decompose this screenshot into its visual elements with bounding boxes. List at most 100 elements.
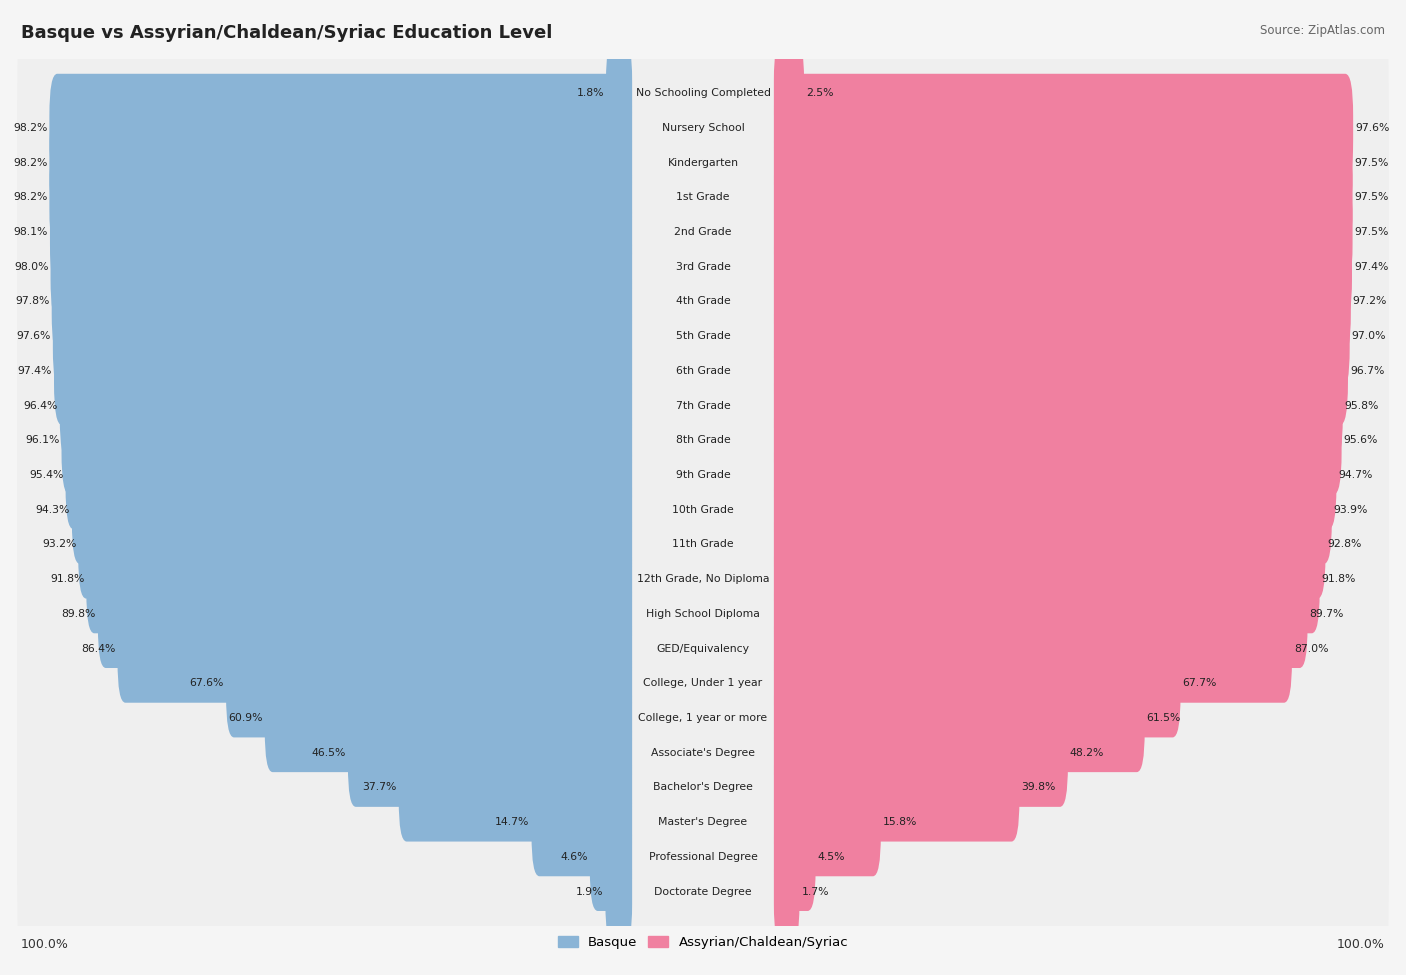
Text: 11th Grade: 11th Grade [672, 539, 734, 550]
Text: 1st Grade: 1st Grade [676, 192, 730, 203]
Text: 98.0%: 98.0% [14, 261, 49, 272]
FancyBboxPatch shape [347, 698, 633, 807]
FancyBboxPatch shape [17, 0, 1389, 194]
Text: 93.2%: 93.2% [42, 539, 76, 550]
FancyBboxPatch shape [17, 686, 1389, 888]
FancyBboxPatch shape [17, 513, 1389, 715]
FancyBboxPatch shape [62, 386, 633, 494]
Text: 4.5%: 4.5% [817, 852, 845, 862]
FancyBboxPatch shape [17, 270, 1389, 472]
FancyBboxPatch shape [773, 143, 1353, 252]
Text: 100.0%: 100.0% [21, 938, 69, 951]
Text: 48.2%: 48.2% [1070, 748, 1104, 758]
Text: 98.2%: 98.2% [13, 192, 48, 203]
Text: 94.3%: 94.3% [35, 505, 70, 515]
Text: College, 1 year or more: College, 1 year or more [638, 713, 768, 723]
FancyBboxPatch shape [53, 317, 633, 425]
FancyBboxPatch shape [17, 617, 1389, 819]
Text: No Schooling Completed: No Schooling Completed [636, 88, 770, 98]
FancyBboxPatch shape [72, 455, 633, 564]
Text: 95.8%: 95.8% [1344, 401, 1379, 410]
Text: 97.2%: 97.2% [1353, 296, 1388, 306]
FancyBboxPatch shape [773, 768, 880, 877]
FancyBboxPatch shape [773, 698, 1069, 807]
Text: 67.7%: 67.7% [1182, 679, 1216, 688]
Text: Professional Degree: Professional Degree [648, 852, 758, 862]
FancyBboxPatch shape [17, 304, 1389, 507]
Text: 67.6%: 67.6% [190, 679, 224, 688]
Text: College, Under 1 year: College, Under 1 year [644, 679, 762, 688]
Text: 7th Grade: 7th Grade [676, 401, 730, 410]
FancyBboxPatch shape [17, 166, 1389, 368]
FancyBboxPatch shape [17, 444, 1389, 645]
Text: 97.4%: 97.4% [1354, 261, 1388, 272]
Text: 4th Grade: 4th Grade [676, 296, 730, 306]
Text: Source: ZipAtlas.com: Source: ZipAtlas.com [1260, 24, 1385, 37]
FancyBboxPatch shape [773, 248, 1351, 356]
FancyBboxPatch shape [773, 317, 1348, 425]
FancyBboxPatch shape [531, 768, 633, 877]
Text: 100.0%: 100.0% [1337, 938, 1385, 951]
Text: 86.4%: 86.4% [82, 644, 115, 653]
FancyBboxPatch shape [79, 490, 633, 599]
Text: High School Diploma: High School Diploma [647, 608, 759, 619]
FancyBboxPatch shape [17, 131, 1389, 333]
FancyBboxPatch shape [53, 282, 633, 390]
Text: 95.4%: 95.4% [30, 470, 63, 480]
Text: 96.4%: 96.4% [24, 401, 58, 410]
Text: Kindergarten: Kindergarten [668, 158, 738, 168]
Text: 87.0%: 87.0% [1294, 644, 1329, 653]
FancyBboxPatch shape [591, 802, 633, 911]
FancyBboxPatch shape [98, 560, 633, 668]
FancyBboxPatch shape [399, 733, 633, 841]
FancyBboxPatch shape [773, 490, 1326, 599]
FancyBboxPatch shape [773, 351, 1343, 460]
Text: Doctorate Degree: Doctorate Degree [654, 886, 752, 897]
FancyBboxPatch shape [773, 386, 1341, 494]
FancyBboxPatch shape [51, 213, 633, 321]
FancyBboxPatch shape [773, 455, 1331, 564]
FancyBboxPatch shape [17, 61, 1389, 263]
FancyBboxPatch shape [17, 27, 1389, 229]
FancyBboxPatch shape [17, 235, 1389, 437]
Text: 92.8%: 92.8% [1327, 539, 1362, 550]
Text: 97.6%: 97.6% [1355, 123, 1389, 133]
FancyBboxPatch shape [17, 478, 1389, 681]
FancyBboxPatch shape [264, 664, 633, 772]
Text: 39.8%: 39.8% [1021, 782, 1056, 793]
Text: 93.9%: 93.9% [1334, 505, 1368, 515]
Text: 60.9%: 60.9% [228, 713, 263, 723]
Text: 97.5%: 97.5% [1354, 158, 1389, 168]
Text: 10th Grade: 10th Grade [672, 505, 734, 515]
FancyBboxPatch shape [52, 248, 633, 356]
FancyBboxPatch shape [773, 74, 1353, 182]
Text: Associate's Degree: Associate's Degree [651, 748, 755, 758]
FancyBboxPatch shape [773, 282, 1350, 390]
Text: 1.9%: 1.9% [576, 886, 603, 897]
FancyBboxPatch shape [51, 177, 633, 287]
Text: 98.2%: 98.2% [13, 158, 48, 168]
FancyBboxPatch shape [773, 525, 1320, 634]
Text: 97.6%: 97.6% [17, 332, 51, 341]
FancyBboxPatch shape [773, 213, 1353, 321]
FancyBboxPatch shape [773, 560, 1308, 668]
Text: 5th Grade: 5th Grade [676, 332, 730, 341]
Text: 94.7%: 94.7% [1339, 470, 1372, 480]
Text: 97.5%: 97.5% [1354, 192, 1389, 203]
Text: 2.5%: 2.5% [806, 88, 834, 98]
FancyBboxPatch shape [17, 791, 1389, 975]
FancyBboxPatch shape [17, 339, 1389, 541]
FancyBboxPatch shape [773, 664, 1144, 772]
FancyBboxPatch shape [86, 525, 633, 634]
FancyBboxPatch shape [49, 74, 633, 182]
Text: Master's Degree: Master's Degree [658, 817, 748, 827]
Text: 89.8%: 89.8% [62, 608, 96, 619]
Text: 98.2%: 98.2% [13, 123, 48, 133]
FancyBboxPatch shape [226, 629, 633, 737]
FancyBboxPatch shape [17, 201, 1389, 403]
FancyBboxPatch shape [118, 595, 633, 703]
FancyBboxPatch shape [773, 39, 804, 147]
FancyBboxPatch shape [773, 838, 800, 946]
Text: Basque vs Assyrian/Chaldean/Syriac Education Level: Basque vs Assyrian/Chaldean/Syriac Educa… [21, 24, 553, 42]
Text: 12th Grade, No Diploma: 12th Grade, No Diploma [637, 574, 769, 584]
